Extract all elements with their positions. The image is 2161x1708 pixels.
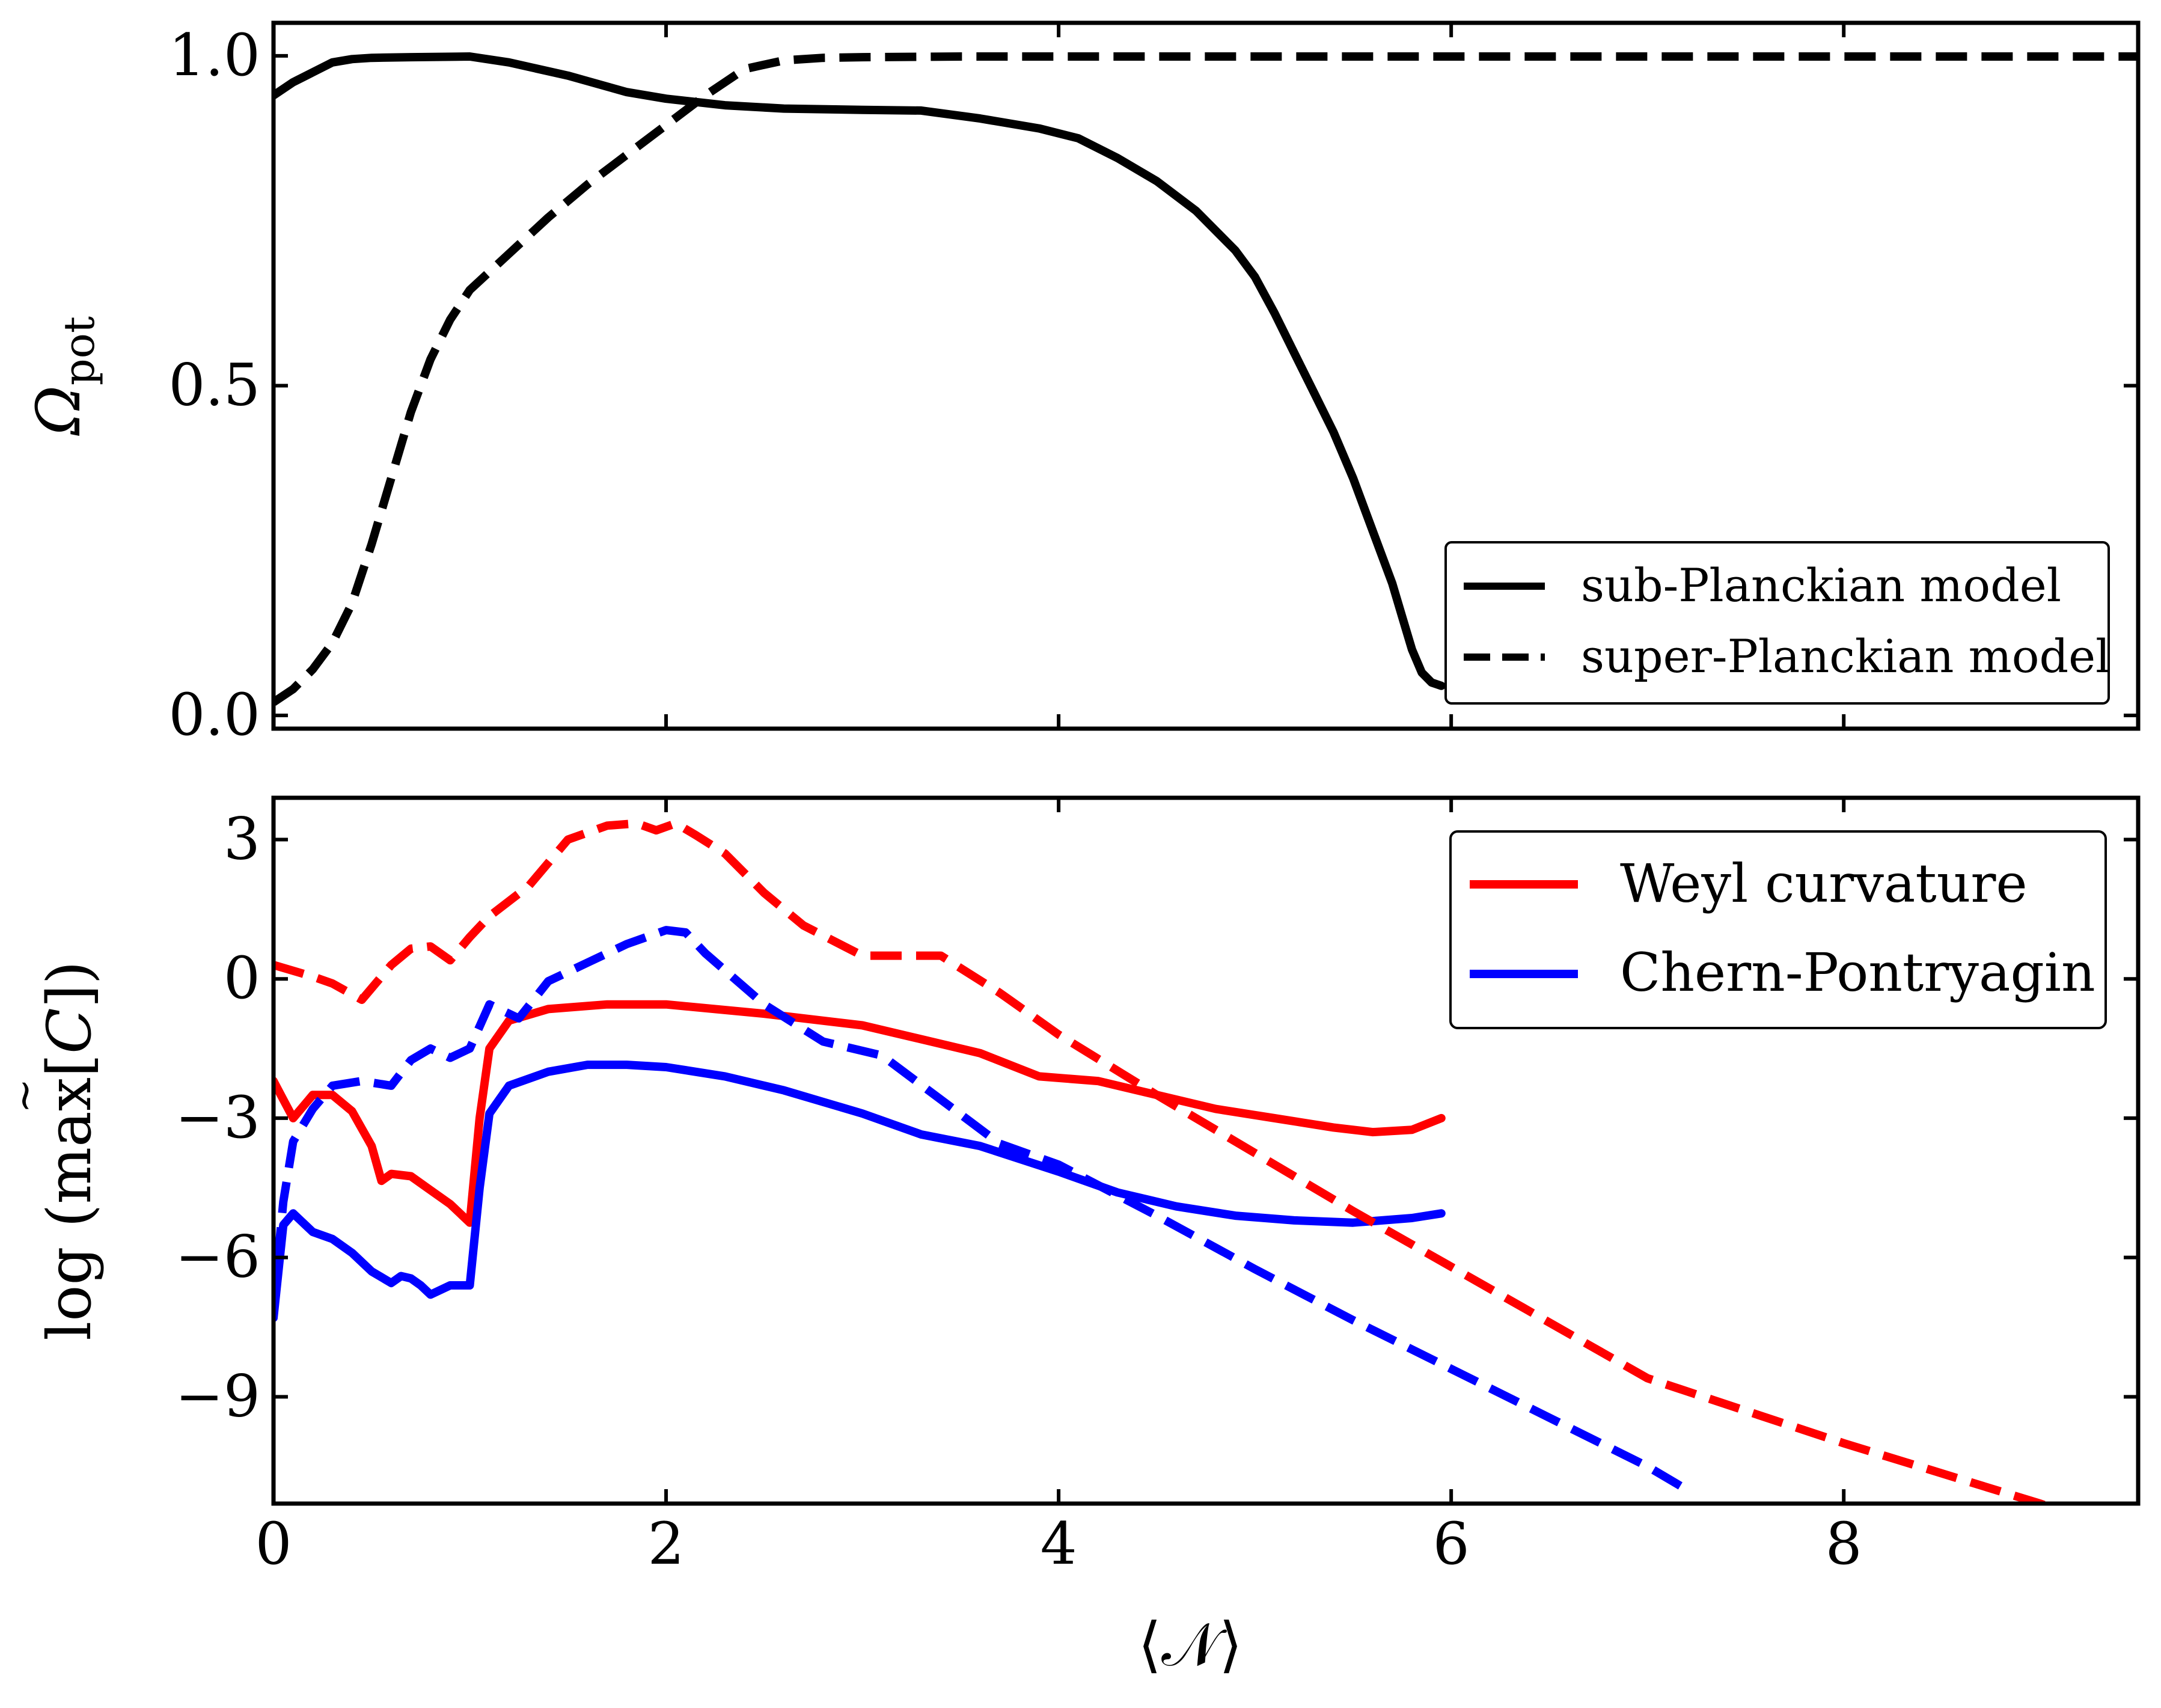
- bottom-series-weyl-curvature-super-planckian: [274, 819, 2053, 1504]
- top-series-sub-planckian-model: [274, 52, 1446, 690]
- bottom-x-tick-label: 6: [1433, 1510, 1470, 1578]
- top-legend-box: [1444, 541, 2110, 705]
- top-y-axis-title-main: Ω: [23, 385, 94, 436]
- bottom-x-tick-label: 0: [255, 1510, 292, 1578]
- top-y-tick-label: 0.0: [168, 681, 260, 748]
- bottom-y-axis-title-left: log (max[: [34, 1054, 105, 1341]
- bottom-x-tick-label: 8: [1826, 1510, 1862, 1578]
- top-series-super-planckian-model: [274, 52, 2138, 706]
- top-panel: 0.0 0.5 1.0 Ωpot sub-Planckian model super…: [23, 20, 2141, 748]
- top-y-axis-title-sub: pot: [55, 316, 104, 385]
- bottom-x-axis-title: ⟨𝒩⟩: [1138, 1609, 1242, 1680]
- bottom-y-axis-title-letter: C: [34, 1008, 105, 1054]
- top-y-tick-label: 1.0: [168, 22, 260, 89]
- legend-label-super-planckian: super-Planckian model: [1581, 629, 2110, 683]
- bottom-y-axis-title-right: ]): [34, 961, 105, 1008]
- top-y-tick-label: 0.5: [168, 351, 260, 418]
- legend-label-chern-pontryagin: Chern-Pontryagin: [1620, 941, 2095, 1003]
- bottom-axes-frame: [271, 795, 2141, 1506]
- bottom-y-tick-label: 3: [224, 806, 260, 873]
- top-axes-frame: [271, 20, 2141, 731]
- bottom-y-tick-label: −9: [175, 1362, 260, 1430]
- bottom-x-tick-label: 4: [1041, 1510, 1077, 1578]
- bottom-y-tick-label: −6: [175, 1223, 260, 1291]
- bottom-series-chern-pontryagin-sub-planckian: [274, 1061, 1446, 1323]
- bottom-y-axis-title-tilde: ~: [0, 1078, 49, 1113]
- top-y-axis-title: Ωpot: [23, 316, 104, 436]
- legend-label-weyl: Weyl curvature: [1620, 852, 2028, 914]
- bottom-y-tick-label: 0: [224, 944, 260, 1012]
- bottom-x-tick-label: 2: [648, 1510, 685, 1578]
- bottom-legend-box: [1449, 830, 2107, 1029]
- bottom-series-weyl-curvature-sub-planckian: [274, 1000, 1446, 1227]
- svg-text:Ωpot: Ωpot: [23, 316, 104, 436]
- svg-text:log (max[C]): log (max[C]): [34, 961, 105, 1340]
- legend-label-sub-planckian: sub-Planckian model: [1581, 559, 2061, 612]
- bottom-legend: Weyl curvature Chern-Pontryagin: [1449, 830, 2107, 1029]
- bottom-y-axis-title: log (max[C]) ~: [0, 961, 105, 1340]
- bottom-y-tick-label: −3: [175, 1084, 260, 1151]
- top-legend: sub-Planckian model super-Planckian mode…: [1444, 541, 2110, 705]
- bottom-panel: 0 2 4 6 8 −9 −6 −3 0 3 log (max[C]) ~ ⟨𝒩⟩ Weyl cu…: [0, 795, 2141, 1680]
